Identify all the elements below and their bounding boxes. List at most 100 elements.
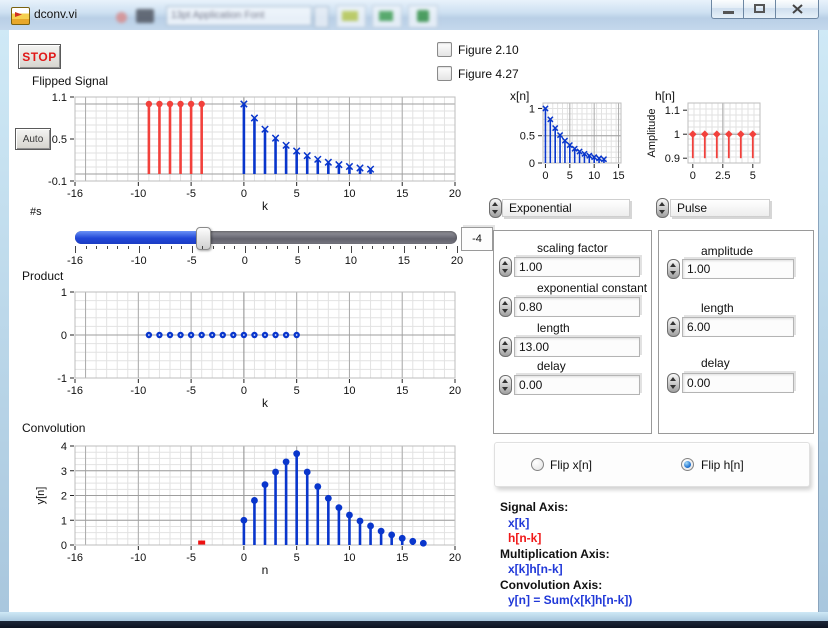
length-field[interactable]: 6.00 (682, 317, 794, 337)
x-signal-type-spinner[interactable] (489, 198, 502, 218)
slider-tick (223, 246, 225, 249)
slider-tick (85, 246, 87, 249)
checkbox-row-figure-2-10: Figure 2.10 (437, 42, 519, 57)
delay-spinner[interactable] (499, 375, 512, 395)
ghost-resize-icon (408, 5, 438, 28)
product-title: Product (22, 269, 64, 283)
svg-text:5: 5 (294, 385, 300, 397)
slider-tick-label: -16 (67, 255, 83, 267)
flipped-signal-graph: -16 -10 -5 0 5 10 15 20 1.1 0.5 -0.1 k (30, 92, 475, 217)
svg-text:20: 20 (449, 552, 461, 564)
svg-text:10: 10 (588, 170, 600, 182)
svg-text:-16: -16 (67, 188, 83, 200)
length-field[interactable]: 13.00 (514, 337, 640, 357)
labview-vi-icon (11, 7, 30, 25)
svg-text:0: 0 (241, 552, 247, 564)
slider-tick (202, 246, 204, 249)
delay-field[interactable]: 0.00 (514, 375, 640, 395)
stop-button[interactable]: STOP (18, 44, 61, 69)
slider-value-box[interactable]: -4 (461, 227, 493, 251)
length-label: length (537, 321, 570, 335)
svg-text:2.5: 2.5 (715, 170, 730, 182)
slider-tick-label: 10 (344, 255, 357, 267)
slider-tick (308, 246, 310, 249)
slider-tick-label: 0 (241, 255, 248, 267)
svg-text:20: 20 (449, 188, 461, 200)
svg-text:-5: -5 (186, 552, 196, 564)
hn-graph: 0 2.5 5 1.1 1 0.9 Amplitude (645, 96, 773, 188)
exponential-constant-spinner[interactable] (499, 297, 512, 317)
svg-text:-5: -5 (186, 385, 196, 397)
slider-tick (393, 246, 395, 249)
convolution-graph: -16 -10 -5 0 5 10 15 20 4 3 2 1 0 n y[n] (30, 440, 475, 577)
slider-tick (212, 246, 214, 249)
svg-text:20: 20 (449, 385, 461, 397)
svg-text:-5: -5 (186, 188, 196, 200)
radio-flip-h-n[interactable] (681, 458, 694, 471)
svg-text:-10: -10 (130, 188, 146, 200)
checkbox-label: Figure 2.10 (458, 42, 519, 57)
slider-tick-label: 15 (397, 255, 411, 267)
svg-text:-1: -1 (57, 373, 67, 385)
checkbox-figure-2-10[interactable] (437, 42, 452, 57)
title-bar[interactable]: dconv.vi 13pt Application Font (0, 0, 828, 31)
amplitude-label: amplitude (701, 244, 754, 258)
length-spinner[interactable] (667, 317, 680, 337)
slider-tick (425, 246, 427, 249)
slider-tick (96, 246, 98, 249)
window-title: dconv.vi (34, 7, 78, 21)
svg-text:0: 0 (61, 330, 67, 342)
slider-label: #s (30, 206, 42, 218)
checkbox-label: Figure 4.27 (458, 66, 519, 81)
h-signal-type-ring[interactable]: Pulse (670, 199, 770, 217)
delay-spinner[interactable] (667, 373, 680, 393)
slider-tick (329, 246, 331, 249)
close-icon (792, 4, 803, 14)
scaling-factor-field[interactable]: 1.00 (514, 257, 640, 277)
maximize-button[interactable] (743, 0, 776, 19)
slider-tick-label: 5 (294, 255, 301, 267)
minimize-button[interactable] (711, 0, 744, 19)
svg-text:0: 0 (690, 170, 696, 182)
slider-tick (297, 246, 299, 253)
svg-text:-10: -10 (130, 552, 146, 564)
exponential-constant-label: exponential constant (537, 281, 648, 295)
slider-tick (372, 246, 374, 249)
svg-text:5: 5 (294, 188, 300, 200)
close-button[interactable] (775, 0, 819, 19)
slider-tick (350, 246, 352, 253)
radio-label-flip-h-n: Flip h[n] (701, 458, 744, 472)
auto-scale-button[interactable]: Auto (15, 128, 51, 150)
amplitude-field[interactable]: 1.00 (682, 259, 794, 279)
delay-label: delay (701, 356, 730, 370)
slider-thumb[interactable] (195, 227, 211, 250)
delay-field[interactable]: 0.00 (682, 373, 794, 393)
exponential-constant-field[interactable]: 0.80 (514, 297, 640, 317)
ghost-abort-icon (116, 12, 127, 23)
convolution-title: Convolution (22, 421, 86, 435)
slider-tick (138, 246, 140, 253)
svg-text:-16: -16 (67, 552, 83, 564)
slider-tick (170, 246, 172, 249)
slider-tick (382, 246, 384, 249)
slider-tick (266, 246, 267, 249)
slider-tick (255, 246, 257, 249)
checkbox-figure-4-27[interactable] (437, 66, 452, 81)
radio-flip-x-n[interactable] (531, 458, 544, 471)
amplitude-spinner[interactable] (667, 259, 680, 279)
length-spinner[interactable] (499, 337, 512, 357)
svg-text:10: 10 (343, 385, 355, 397)
svg-text:4: 4 (61, 441, 67, 453)
desktop-strip (0, 621, 828, 628)
svg-text:1: 1 (529, 103, 535, 115)
slider-tick (340, 246, 342, 249)
ghost-toolbar: 13pt Application Font (108, 3, 438, 28)
scaling-factor-spinner[interactable] (499, 257, 512, 277)
product-graph: -16 -10 -5 0 5 10 15 20 1 0 -1 k (30, 286, 475, 410)
slider-tick (159, 246, 161, 249)
svg-text:y[n]: y[n] (35, 487, 47, 505)
x-signal-type-ring[interactable]: Exponential (502, 199, 630, 217)
slider-tick-label: -5 (186, 255, 197, 267)
h-signal-type-spinner[interactable] (656, 198, 669, 218)
legend-line: x[k]h[n-k] (508, 562, 563, 576)
